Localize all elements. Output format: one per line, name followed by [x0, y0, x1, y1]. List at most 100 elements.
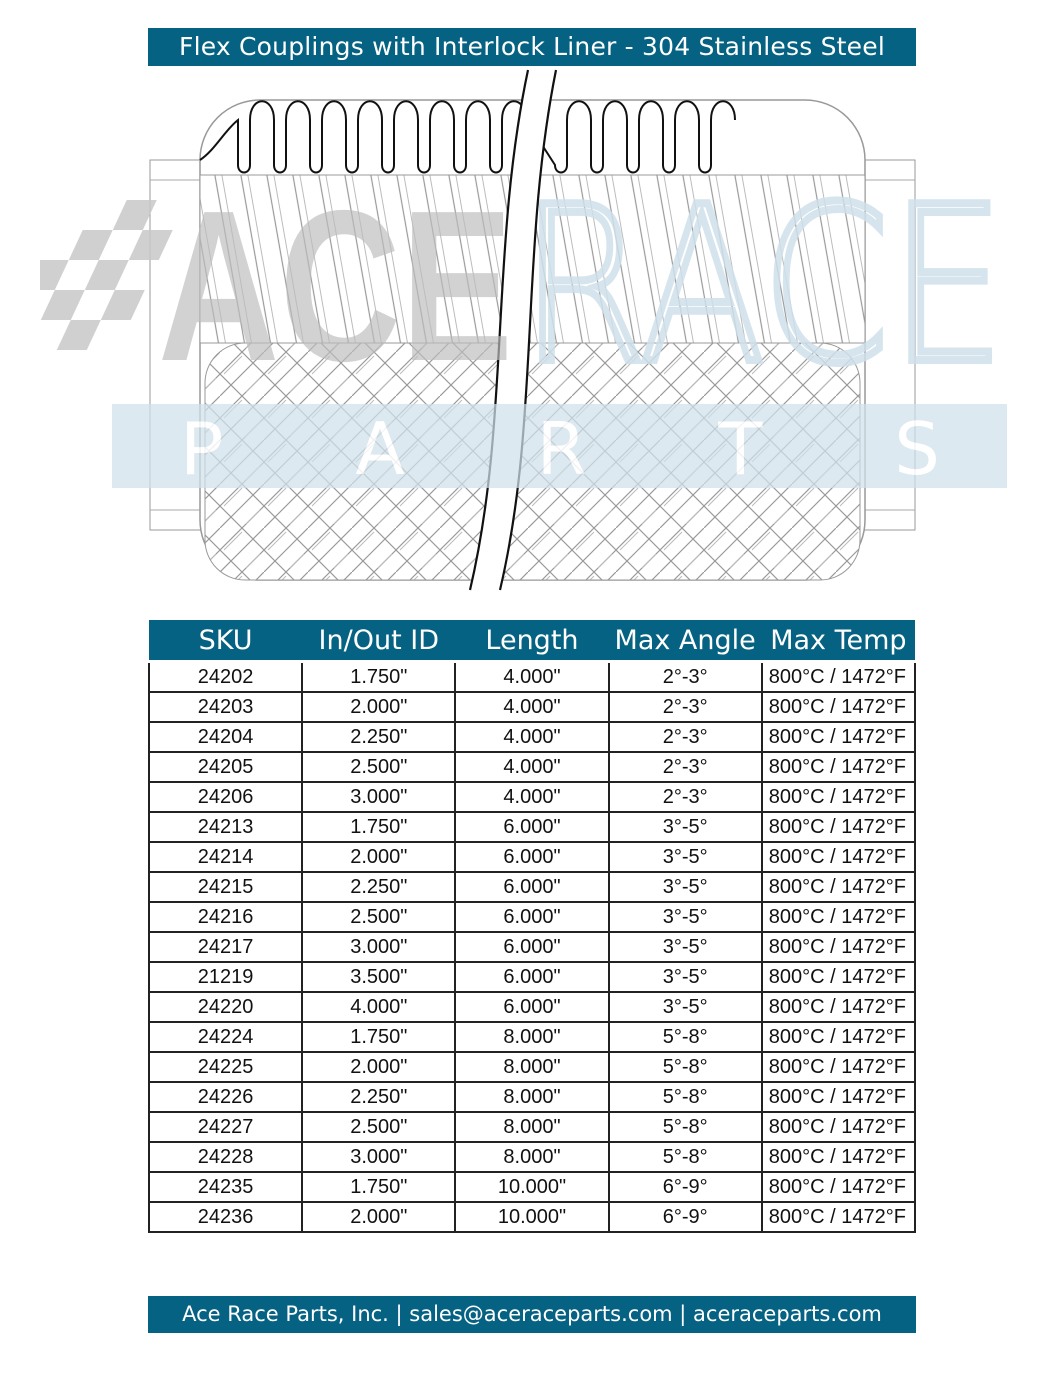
table-row: 24204 2.250" 4.000" 2°-3° 800°C / 1472°F	[147, 721, 917, 753]
svg-text:ACE: ACE	[158, 165, 513, 406]
length-cell: 6.000"	[454, 841, 610, 873]
sku-cell: 24206	[147, 781, 304, 813]
ace-race-parts-watermark-logo: ACE RACE P A R T S	[40, 156, 1009, 491]
sku-cell: 24215	[147, 871, 304, 903]
table-row: 24215 2.250" 6.000" 3°-5° 800°C / 1472°F	[147, 871, 917, 903]
id-cell: 2.000"	[301, 691, 457, 723]
angle-cell: 2°-3°	[607, 691, 763, 723]
length-cell: 4.000"	[454, 721, 610, 753]
sku-cell: 24213	[147, 811, 304, 843]
sku-cell: 24216	[147, 901, 304, 933]
temp-cell: 800°C / 1472°F	[760, 660, 917, 693]
id-cell: 3.500"	[301, 961, 457, 993]
length-cell: 4.000"	[454, 751, 610, 783]
temp-cell: 800°C / 1472°F	[760, 841, 917, 873]
id-cell: 2.000"	[301, 841, 457, 873]
sku-cell: 24226	[147, 1081, 304, 1113]
angle-cell: 5°-8°	[607, 1081, 763, 1113]
temp-cell: 800°C / 1472°F	[760, 1051, 917, 1083]
length-cell: 8.000"	[454, 1141, 610, 1173]
page-title: Flex Couplings with Interlock Liner - 30…	[148, 28, 916, 66]
angle-cell: 3°-5°	[607, 871, 763, 903]
sku-cell: 24220	[147, 991, 304, 1023]
specs-table: SKU In/Out ID Length Max Angle Max Temp 2420…	[147, 620, 917, 1233]
temp-cell: 800°C / 1472°F	[760, 781, 917, 813]
length-cell: 8.000"	[454, 1081, 610, 1113]
temp-cell: 800°C / 1472°F	[760, 721, 917, 753]
id-cell: 2.250"	[301, 871, 457, 903]
break-line-right	[498, 69, 558, 591]
sku-cell: 24204	[147, 721, 304, 753]
table-row: 24214 2.000" 6.000" 3°-5° 800°C / 1472°F	[147, 841, 917, 873]
temp-cell: 800°C / 1472°F	[760, 991, 917, 1023]
column-header: In/Out ID	[302, 620, 456, 663]
length-cell: 8.000"	[454, 1111, 610, 1143]
id-cell: 2.500"	[301, 901, 457, 933]
table-row: 24235 1.750" 10.000" 6°-9° 800°C / 1472°F	[147, 1171, 917, 1203]
flex-coupling-illustration: ACE RACE P A R T S	[40, 69, 1009, 591]
sku-cell: 24228	[147, 1141, 304, 1173]
table-row: 24224 1.750" 8.000" 5°-8° 800°C / 1472°F	[147, 1021, 917, 1053]
id-cell: 2.250"	[301, 721, 457, 753]
table-row: 24236 2.000" 10.000" 6°-9° 800°C / 1472°F	[147, 1201, 917, 1233]
id-cell: 3.000"	[301, 1141, 457, 1173]
svg-text:RACE: RACE	[520, 160, 1005, 411]
table-row: 24205 2.500" 4.000" 2°-3° 800°C / 1472°F	[147, 751, 917, 783]
length-cell: 10.000"	[454, 1201, 610, 1233]
angle-cell: 2°-3°	[607, 781, 763, 813]
table-row: 24226 2.250" 8.000" 5°-8° 800°C / 1472°F	[147, 1081, 917, 1113]
table-row: 24202 1.750" 4.000" 2°-3° 800°C / 1472°F	[147, 660, 917, 693]
table-row: 24213 1.750" 6.000" 3°-5° 800°C / 1472°F	[147, 811, 917, 843]
temp-cell: 800°C / 1472°F	[760, 1201, 917, 1233]
id-cell: 1.750"	[301, 1021, 457, 1053]
temp-cell: 800°C / 1472°F	[760, 1141, 917, 1173]
sku-cell: 24236	[147, 1201, 304, 1233]
id-cell: 1.750"	[301, 811, 457, 843]
bellows	[199, 100, 736, 174]
id-cell: 2.500"	[301, 1111, 457, 1143]
angle-cell: 2°-3°	[607, 751, 763, 783]
table-row: 24225 2.000" 8.000" 5°-8° 800°C / 1472°F	[147, 1051, 917, 1083]
id-cell: 2.500"	[301, 751, 457, 783]
angle-cell: 3°-5°	[607, 901, 763, 933]
temp-cell: 800°C / 1472°F	[760, 1111, 917, 1143]
length-cell: 6.000"	[454, 961, 610, 993]
footer-contact: Ace Race Parts, Inc. | sales@aceracepart…	[148, 1296, 916, 1333]
sku-cell: 24227	[147, 1111, 304, 1143]
bellows-path	[199, 100, 736, 174]
id-cell: 2.000"	[301, 1201, 457, 1233]
id-cell: 2.000"	[301, 1051, 457, 1083]
length-cell: 4.000"	[454, 781, 610, 813]
angle-cell: 5°-8°	[607, 1111, 763, 1143]
angle-cell: 2°-3°	[607, 721, 763, 753]
angle-cell: 5°-8°	[607, 1021, 763, 1053]
length-cell: 8.000"	[454, 1021, 610, 1053]
table-row: 24217 3.000" 6.000" 3°-5° 800°C / 1472°F	[147, 931, 917, 963]
id-cell: 3.000"	[301, 931, 457, 963]
column-header: Length	[455, 620, 609, 663]
temp-cell: 800°C / 1472°F	[760, 961, 917, 993]
sku-cell: 24225	[147, 1051, 304, 1083]
sku-cell: 24203	[147, 691, 304, 723]
sku-cell: 24214	[147, 841, 304, 873]
angle-cell: 2°-3°	[607, 660, 763, 693]
break-line-left	[468, 69, 530, 591]
angle-cell: 3°-5°	[607, 991, 763, 1023]
column-header: SKU	[149, 620, 303, 663]
temp-cell: 800°C / 1472°F	[760, 931, 917, 963]
temp-cell: 800°C / 1472°F	[760, 1171, 917, 1203]
length-cell: 6.000"	[454, 931, 610, 963]
id-cell: 4.000"	[301, 991, 457, 1023]
sku-cell: 24202	[147, 660, 304, 693]
temp-cell: 800°C / 1472°F	[760, 1021, 917, 1053]
sku-cell: 21219	[147, 961, 304, 993]
temp-cell: 800°C / 1472°F	[760, 1081, 917, 1113]
temp-cell: 800°C / 1472°F	[760, 871, 917, 903]
length-cell: 4.000"	[454, 691, 610, 723]
angle-cell: 5°-8°	[607, 1141, 763, 1173]
angle-cell: 3°-5°	[607, 961, 763, 993]
table-row: 24228 3.000" 8.000" 5°-8° 800°C / 1472°F	[147, 1141, 917, 1173]
angle-cell: 5°-8°	[607, 1051, 763, 1083]
id-cell: 2.250"	[301, 1081, 457, 1113]
column-header: Max Temp	[761, 620, 915, 663]
